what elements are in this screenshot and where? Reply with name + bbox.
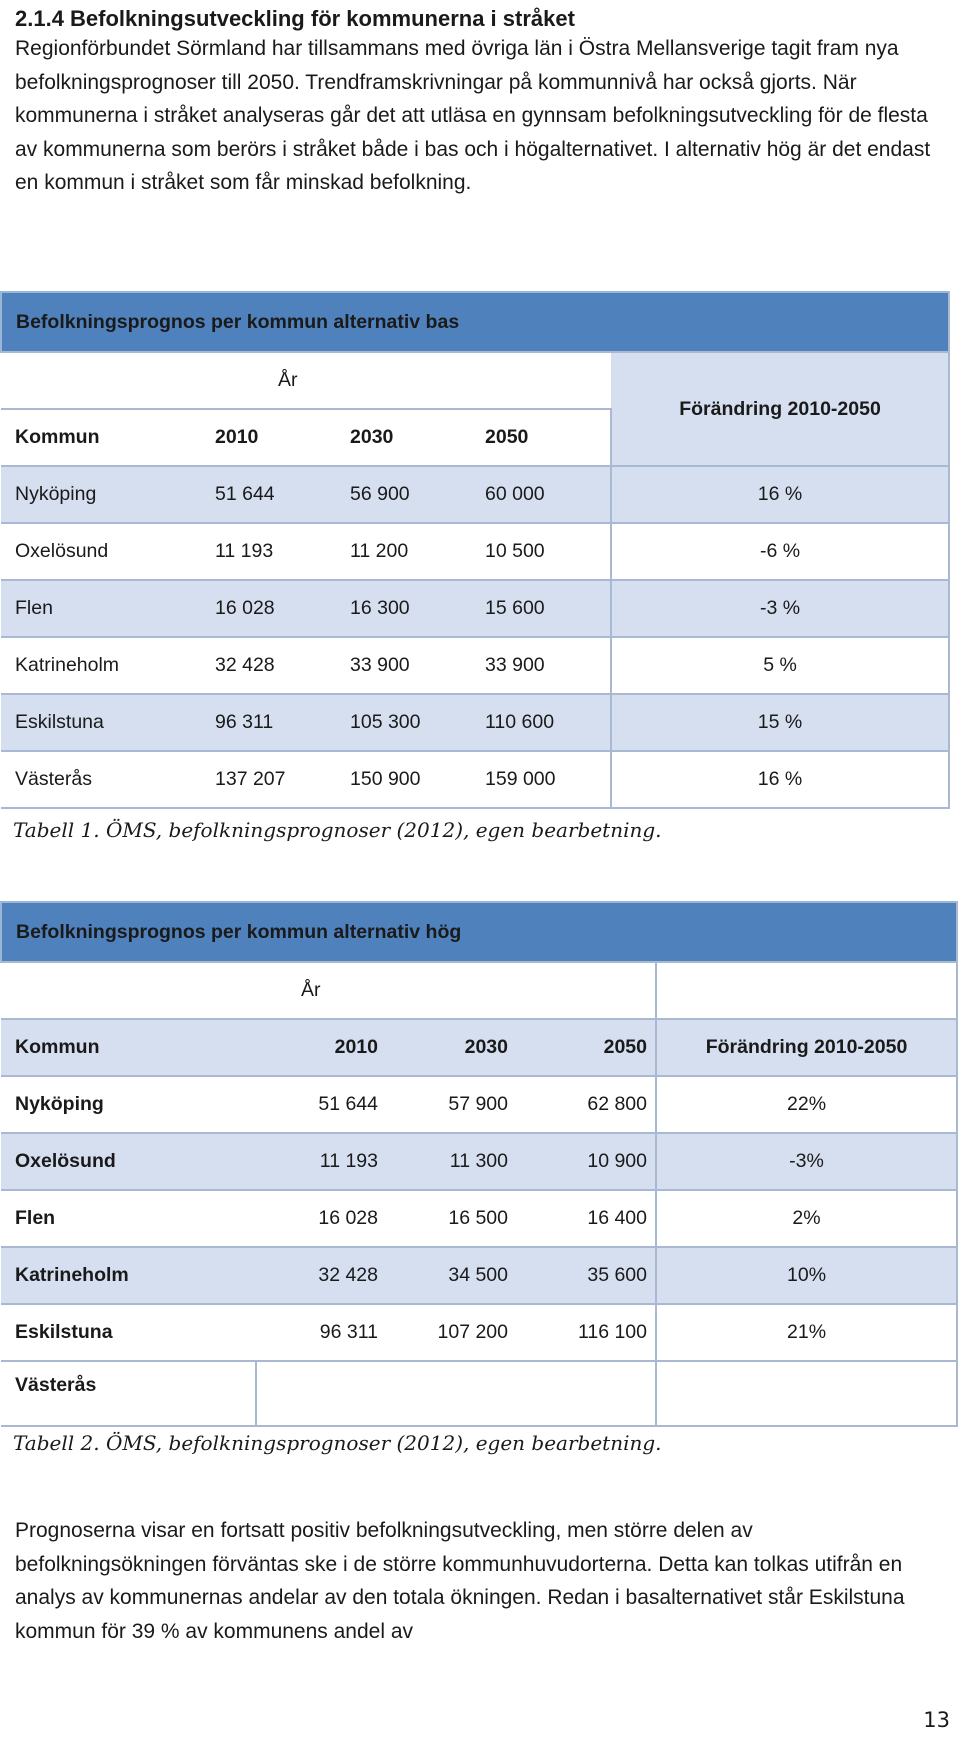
cell-2050 <box>516 1361 657 1427</box>
outro-paragraph: Prognoserna visar en fortsatt positiv be… <box>15 1519 905 1643</box>
cell-kommun: Katrineholm <box>1 637 201 695</box>
column-header-kommun: Kommun <box>1 1019 256 1077</box>
cell-2030: 11 200 <box>336 523 471 581</box>
cell-kommun: Oxelösund <box>1 1133 256 1191</box>
cell-change: 21% <box>656 1304 959 1362</box>
table-row: Eskilstuna 96 311 105 300 110 600 15 % <box>1 694 951 752</box>
cell-change: 16 % <box>611 466 951 524</box>
table-row: Katrineholm 32 428 34 500 35 600 10% <box>1 1247 959 1305</box>
table-title-row: Befolkningsprognos per kommun alternativ… <box>0 291 951 353</box>
cell-change: -6 % <box>611 523 951 581</box>
cell-2050: 33 900 <box>471 637 612 695</box>
table-row: Västerås <box>1 1361 959 1427</box>
table-title-row: Befolkningsprognos per kommun alternativ… <box>0 901 959 963</box>
table-row: Nyköping 51 644 56 900 60 000 16 % <box>1 466 951 524</box>
table-row: Flen 16 028 16 500 16 400 2% <box>1 1190 959 1248</box>
table-row: Flen 16 028 16 300 15 600 -3 % <box>1 580 951 638</box>
cell-2050: 16 400 <box>516 1190 657 1248</box>
cell-2050: 62 800 <box>516 1076 657 1134</box>
column-header-change: Förändring 2010-2050 <box>656 1019 959 1077</box>
intro-paragraph: Regionförbundet Sörmland har tillsammans… <box>15 37 931 194</box>
cell-2050: 10 900 <box>516 1133 657 1191</box>
cell-kommun: Oxelösund <box>1 523 201 581</box>
cell-kommun: Flen <box>1 1190 256 1248</box>
table-header-year-row: År <box>1 962 959 1020</box>
cell-2050: 60 000 <box>471 466 612 524</box>
cell-2010: 96 311 <box>201 694 336 752</box>
cell-2010: 51 644 <box>256 1076 386 1134</box>
cell-2010: 16 028 <box>201 580 336 638</box>
section-heading: 2.1.4 Befolkningsutveckling för kommuner… <box>15 6 575 31</box>
year-group-label: År <box>1 962 657 1020</box>
column-header-2050: 2050 <box>471 409 612 467</box>
cell-2010: 11 193 <box>201 523 336 581</box>
cell-2030: 33 900 <box>336 637 471 695</box>
cell-2010: 11 193 <box>256 1133 386 1191</box>
cell-kommun: Eskilstuna <box>1 694 201 752</box>
cell-kommun: Västerås <box>1 751 201 809</box>
cell-change: -3 % <box>611 580 951 638</box>
table-alternativ-bas: Befolkningsprognos per kommun alternativ… <box>0 291 951 809</box>
table-title: Befolkningsprognos per kommun alternativ… <box>0 291 951 353</box>
table-row: Katrineholm 32 428 33 900 33 900 5 % <box>1 637 951 695</box>
cell-2010: 32 428 <box>256 1247 386 1305</box>
cell-2010: 137 207 <box>201 751 336 809</box>
cell-change <box>656 1361 959 1427</box>
cell-change: 2% <box>656 1190 959 1248</box>
year-group-label: År <box>201 352 611 410</box>
cell-change: 10% <box>656 1247 959 1305</box>
cell-change: 22% <box>656 1076 959 1134</box>
column-header-kommun: Kommun <box>1 409 201 467</box>
cell-2030: 105 300 <box>336 694 471 752</box>
page-number: 13 <box>923 1708 950 1732</box>
cell-change: -3% <box>656 1133 959 1191</box>
table-row: Oxelösund 11 193 11 200 10 500 -6 % <box>1 523 951 581</box>
cell-2030: 11 300 <box>386 1133 516 1191</box>
cell-2030: 150 900 <box>336 751 471 809</box>
cell-2030: 16 500 <box>386 1190 516 1248</box>
cell-change: 16 % <box>611 751 951 809</box>
cell-2030: 107 200 <box>386 1304 516 1362</box>
cell-kommun: Västerås <box>1 1361 257 1427</box>
table-header-row: Kommun 2010 2030 2050 <box>1 409 949 467</box>
cell-2010: 96 311 <box>256 1304 386 1362</box>
table2-caption: Tabell 2. ÖMS, befolkningsprognoser (201… <box>13 1431 662 1455</box>
cell-2050: 116 100 <box>516 1304 657 1362</box>
column-header-2010: 2010 <box>201 409 336 467</box>
cell-2030: 16 300 <box>336 580 471 638</box>
cell-change: 5 % <box>611 637 951 695</box>
cell-2030: 56 900 <box>336 466 471 524</box>
column-header-2050: 2050 <box>516 1019 657 1077</box>
column-header-2010: 2010 <box>256 1019 386 1077</box>
column-header-change: Förändring 2010-2050 <box>611 352 951 467</box>
table-row: Eskilstuna 96 311 107 200 116 100 21% <box>1 1304 959 1362</box>
cell-2050: 35 600 <box>516 1247 657 1305</box>
table-title: Befolkningsprognos per kommun alternativ… <box>0 901 959 963</box>
cell-kommun: Eskilstuna <box>1 1304 256 1362</box>
cell-kommun: Nyköping <box>1 1076 256 1134</box>
cell-kommun: Katrineholm <box>1 1247 256 1305</box>
cell-2030: 34 500 <box>386 1247 516 1305</box>
table-header-year-row: År Förändring 2010-2050 <box>1 352 951 467</box>
table-row: Västerås 137 207 150 900 159 000 16 % <box>1 751 951 809</box>
cell-2050: 110 600 <box>471 694 612 752</box>
column-header-2030: 2030 <box>336 409 471 467</box>
cell-kommun: Nyköping <box>1 466 201 524</box>
cell-2050: 15 600 <box>471 580 612 638</box>
table-row: Oxelösund 11 193 11 300 10 900 -3% <box>1 1133 959 1191</box>
cell-change: 15 % <box>611 694 951 752</box>
cell-2010 <box>256 1361 516 1427</box>
cell-kommun: Flen <box>1 580 201 638</box>
cell-2050: 10 500 <box>471 523 612 581</box>
column-header-2030: 2030 <box>386 1019 516 1077</box>
table-alternativ-hog: Befolkningsprognos per kommun alternativ… <box>0 901 959 1427</box>
cell-2050: 159 000 <box>471 751 612 809</box>
table1-caption: Tabell 1. ÖMS, befolkningsprognoser (201… <box>13 818 662 842</box>
table-header-row: Kommun 2010 2030 2050 Förändring 2010-20… <box>1 1019 959 1077</box>
cell-2010: 32 428 <box>201 637 336 695</box>
cell-2030: 57 900 <box>386 1076 516 1134</box>
table-row: Nyköping 51 644 57 900 62 800 22% <box>1 1076 959 1134</box>
cell-2010: 51 644 <box>201 466 336 524</box>
cell-2010: 16 028 <box>256 1190 386 1248</box>
